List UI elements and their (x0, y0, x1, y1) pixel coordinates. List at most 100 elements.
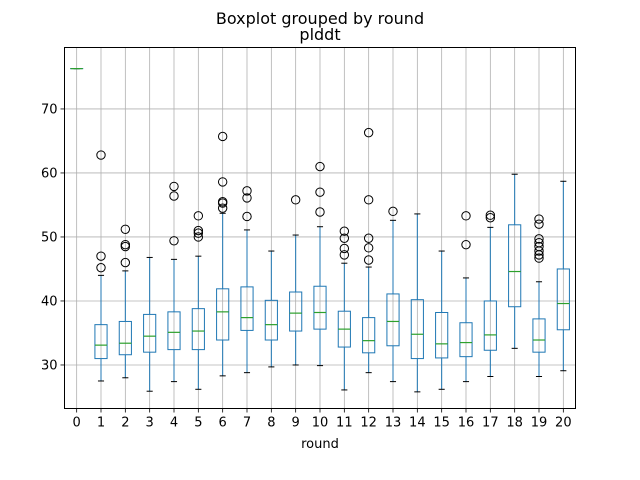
box-layer (70, 68, 570, 393)
outlier-point (534, 214, 544, 224)
outlier-point (217, 197, 228, 207)
outlier-point (96, 262, 106, 273)
figure-suptitle: Boxplot grouped by round (216, 9, 424, 28)
y-tick-label: 60 (41, 166, 58, 181)
box-round-8 (264, 250, 278, 368)
outlier-point (193, 211, 204, 221)
outlier-point (461, 211, 471, 221)
box-round-1 (94, 150, 108, 382)
box-body (167, 311, 181, 351)
x-tick-label: 6 (219, 416, 227, 431)
y-tick-label: 50 (41, 230, 58, 245)
x-tick-label: 16 (458, 416, 475, 431)
outlier-point (315, 161, 325, 172)
x-tick-label: 19 (531, 416, 548, 431)
box-round-3 (143, 256, 157, 392)
x-tick-label: 11 (336, 416, 353, 431)
x-tick-label: 17 (482, 416, 499, 431)
box-round-13 (386, 206, 400, 383)
outlier-point (534, 219, 544, 229)
outlier-point (193, 228, 204, 238)
outlier-point (534, 241, 544, 252)
x-tick-label: 7 (243, 416, 251, 431)
box-round-7 (240, 186, 254, 374)
outlier-point (339, 233, 350, 243)
box-round-2 (118, 224, 132, 379)
outlier-point (217, 131, 228, 142)
outlier-point (217, 203, 228, 213)
outlier-point (169, 191, 179, 201)
x-tick-label: 2 (121, 416, 129, 431)
outlier-point (363, 233, 374, 243)
outlier-point (534, 253, 544, 263)
y-tick-label: 40 (41, 294, 58, 309)
outlier-point (485, 210, 496, 220)
box-body (386, 293, 400, 347)
box-round-18 (508, 173, 522, 349)
outlier-point (96, 150, 106, 160)
box-round-9 (289, 195, 303, 366)
y-tick-label: 70 (41, 102, 58, 117)
outlier-point (461, 239, 471, 250)
box-round-20 (556, 180, 570, 372)
outlier-point (339, 243, 350, 254)
x-tick-label: 20 (555, 416, 572, 431)
x-tick-label: 13 (385, 416, 402, 431)
box-round-19 (532, 214, 546, 377)
box-round-4 (167, 181, 181, 383)
outlier-point (339, 226, 350, 236)
box-body (191, 308, 205, 351)
box-body (143, 313, 157, 353)
outlier-point (193, 225, 204, 236)
box-round-14 (410, 213, 424, 393)
box-body (289, 291, 303, 332)
box-round-5 (191, 211, 205, 390)
y-tick-label: 30 (41, 358, 58, 373)
x-tick-label: 3 (146, 416, 154, 431)
x-axis-label: round (301, 437, 339, 452)
x-tick-label: 10 (312, 416, 329, 431)
outlier-point (363, 195, 374, 205)
box-body (313, 285, 327, 330)
outlier-point (534, 234, 544, 244)
outlier-point (120, 224, 131, 234)
box-round-12 (362, 127, 376, 374)
outlier-point (242, 186, 252, 196)
box-body (532, 318, 546, 353)
box-round-16 (459, 211, 473, 383)
box-body (410, 299, 424, 360)
outlier-point (169, 236, 179, 246)
axes-title: plddt (299, 25, 340, 44)
box-body (459, 322, 473, 358)
outlier-point (96, 251, 106, 261)
outlier-point (534, 238, 544, 248)
box-body (216, 288, 230, 341)
x-tick-label: 15 (433, 416, 450, 431)
box-body (556, 268, 570, 331)
outlier-point (315, 207, 325, 217)
box-body (94, 324, 108, 360)
x-tick-label: 5 (194, 416, 202, 431)
box-body (240, 286, 254, 331)
box-round-11 (337, 226, 351, 391)
outlier-point (290, 195, 301, 205)
x-tick-label: 9 (292, 416, 300, 431)
x-tick-label: 14 (409, 416, 426, 431)
box-body (483, 300, 497, 351)
outlier-point (315, 187, 325, 197)
outlier-point (388, 206, 398, 217)
outlier-point (120, 257, 131, 268)
outlier-point (339, 250, 350, 260)
x-tick-label: 8 (267, 416, 275, 431)
x-tick-label: 18 (506, 416, 523, 431)
outlier-point (363, 243, 374, 253)
outlier-point (169, 181, 179, 192)
outlier-point (193, 232, 204, 242)
outlier-point (485, 213, 496, 223)
box-round-17 (483, 210, 497, 377)
outlier-point (242, 193, 252, 203)
outlier-point (120, 239, 131, 250)
box-body (508, 224, 522, 308)
outlier-point (217, 177, 228, 187)
